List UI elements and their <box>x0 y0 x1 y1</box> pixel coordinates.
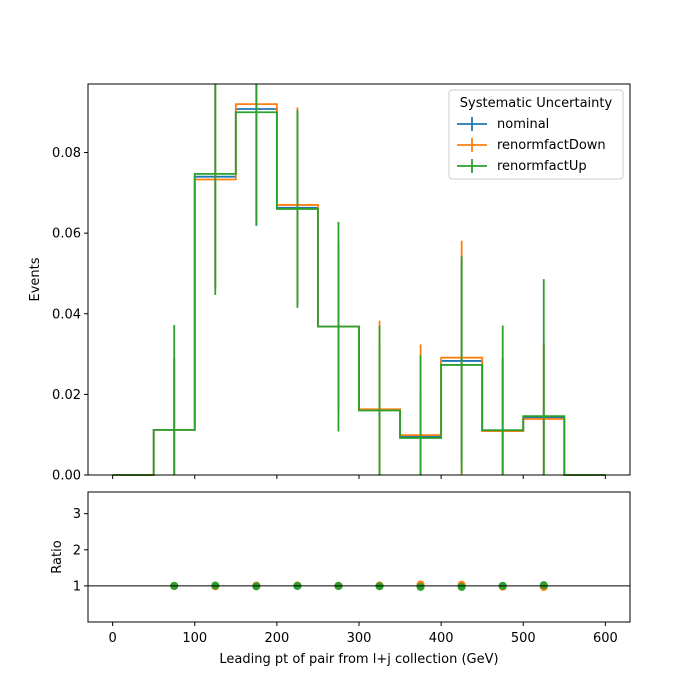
ratio-point <box>416 582 425 591</box>
x-tick-label: 100 <box>182 631 207 646</box>
legend: Systematic Uncertainty nominal renormfact… <box>448 89 624 180</box>
ratio-point <box>457 582 466 591</box>
x-tick-label: 0 <box>108 631 116 646</box>
series-step-line <box>112 111 606 476</box>
ratio-y-tick-label: 3 <box>73 507 81 522</box>
ratio-plot-frame <box>87 491 631 623</box>
ratio-point <box>539 581 548 590</box>
x-tick-label: 200 <box>264 631 289 646</box>
x-tick-label: 300 <box>347 631 372 646</box>
main-y-tick-label: 0.04 <box>52 307 81 322</box>
legend-label: renormfactDown <box>497 138 606 153</box>
x-tick-label: 600 <box>593 631 618 646</box>
x-axis-label: Leading pt of pair from l+j collection (… <box>219 652 498 667</box>
legend-entry: renormfactUp <box>457 159 587 174</box>
main-y-tick-label: 0.02 <box>52 388 81 403</box>
ratio-y-axis: 1 2 3 <box>73 507 88 594</box>
main-x-axis <box>112 475 606 479</box>
x-tick-label: 400 <box>429 631 454 646</box>
ratio-y-tick-label: 2 <box>73 543 81 558</box>
legend-title: Systematic Uncertainty <box>460 96 613 111</box>
legend-entry: nominal <box>457 117 549 132</box>
main-y-tick-label: 0.08 <box>52 146 81 161</box>
main-y-axis: 0.00 0.02 0.04 0.06 0.08 <box>52 146 88 484</box>
series-renormfactUp <box>112 84 606 476</box>
y-axis-label: Events <box>28 257 43 301</box>
legend-label: nominal <box>497 117 549 132</box>
legend-entry: renormfactDown <box>457 138 606 153</box>
main-y-tick-label: 0.06 <box>52 227 81 242</box>
legend-label: renormfactUp <box>497 159 587 174</box>
main-panel: 0.00 0.02 0.04 0.06 0.08 Events Systematic U… <box>28 83 631 484</box>
ratio-x-axis: 0 100 200 300 400 500 600 <box>108 622 618 646</box>
ratio-panel: 1 2 3 0 100 200 300 400 500 600 Ratio Leading pt… <box>50 491 631 667</box>
legend-box <box>448 89 624 180</box>
ratio-y-tick-label: 1 <box>73 579 81 594</box>
main-y-tick-label: 0.00 <box>52 469 81 484</box>
x-tick-label: 500 <box>511 631 536 646</box>
ratio-y-axis-label: Ratio <box>50 540 65 573</box>
